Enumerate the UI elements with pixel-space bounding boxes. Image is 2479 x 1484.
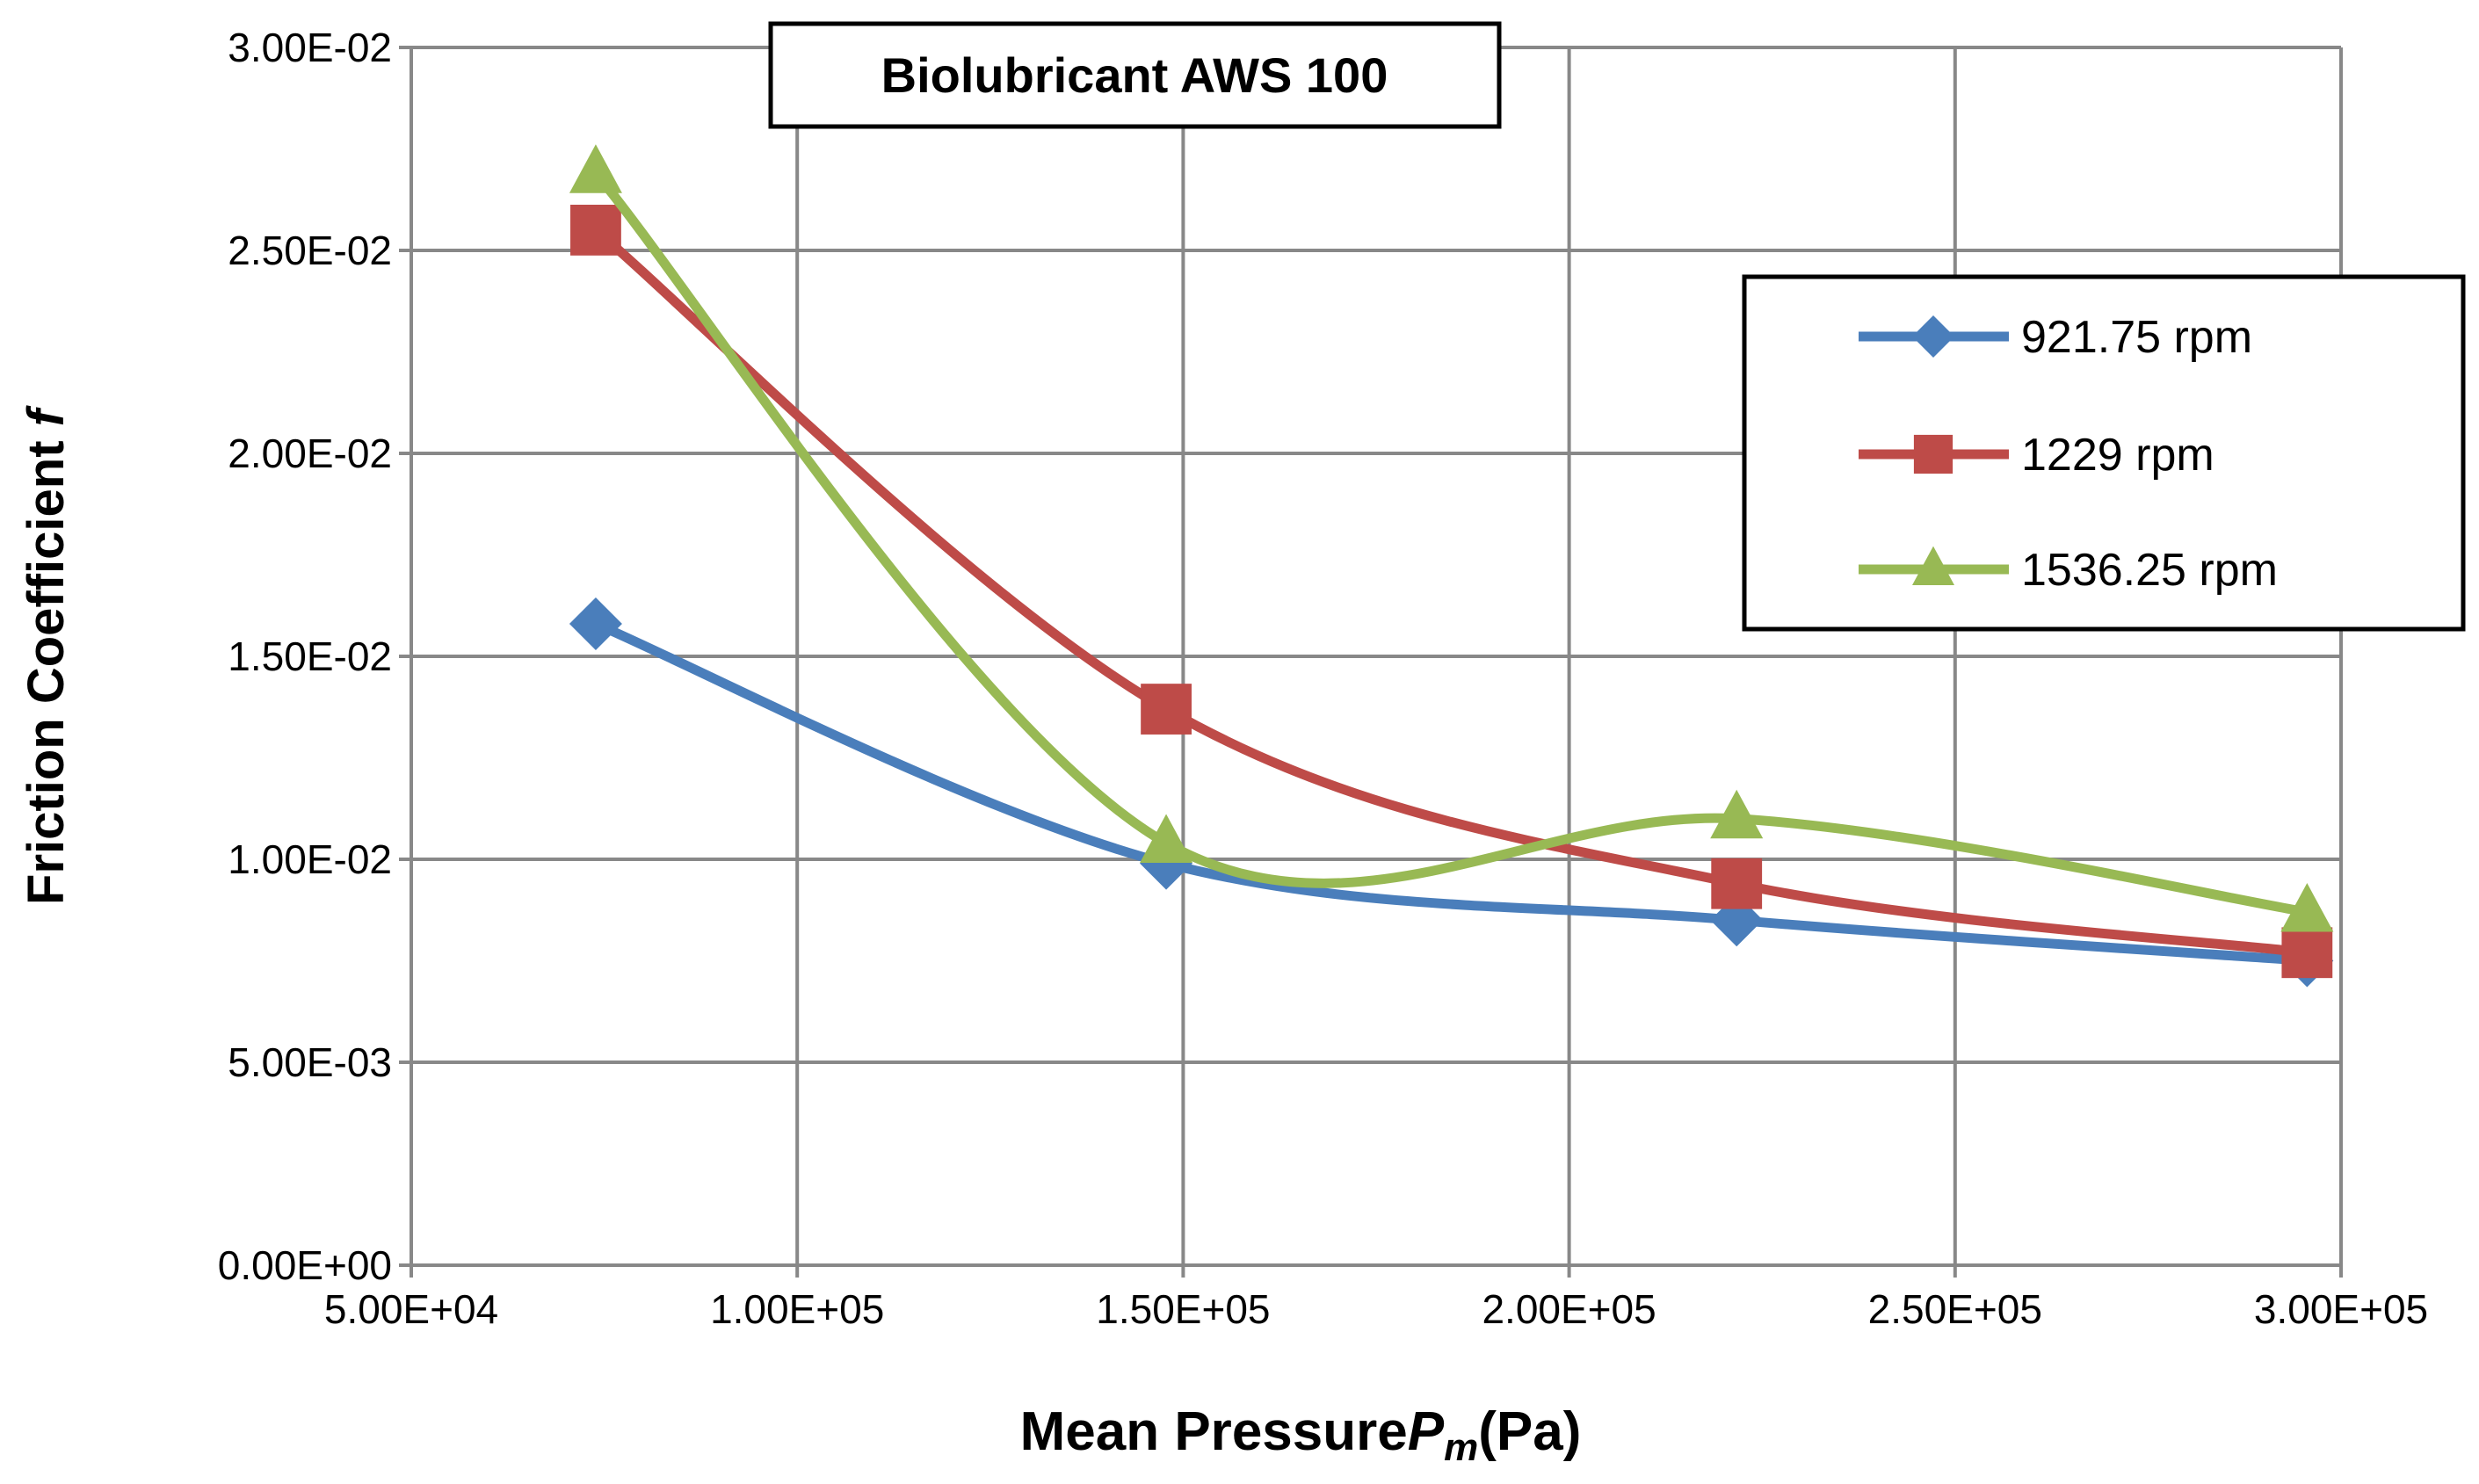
- marker-square: [1711, 858, 1763, 909]
- y-axis-ticks: 0.00E+00 5.00E-03 1.00E-02 1.50E-02 2.00E-02…: [218, 25, 411, 1288]
- marker-triangle: [1912, 546, 1954, 585]
- y-axis-label: Friction Coefficient f: [18, 404, 75, 905]
- legend-label: 1536.25 rpm: [2021, 545, 2278, 596]
- series-line: [592, 226, 2309, 958]
- grid: [410, 46, 2343, 1267]
- series-lines: [569, 144, 2334, 988]
- x-tick-label: 1.50E+05: [1096, 1286, 1270, 1332]
- legend: 921.75 rpm 1229 rpm 1536.25 rpm: [1742, 274, 2466, 632]
- marker-square: [2281, 927, 2333, 979]
- y-tick-label: 1.00E-02: [228, 836, 392, 882]
- series-line: [593, 619, 2308, 966]
- x-tick-label: 3.00E+05: [2254, 1286, 2428, 1332]
- x-tick-label: 2.00E+05: [1482, 1286, 1656, 1332]
- y-tick-label: 2.50E-02: [228, 228, 392, 273]
- legend-label: 1229 rpm: [2021, 430, 2214, 481]
- x-tick-label: 1.00E+05: [710, 1286, 884, 1332]
- y-tick-label: 1.50E-02: [228, 633, 392, 679]
- x-axis-label: Mean PressurePm(Pa): [1020, 1401, 1582, 1469]
- legend-entry: 921.75 rpm: [1859, 312, 2252, 363]
- y-tick-label: 5.00E-03: [228, 1039, 392, 1085]
- marker-triangle: [569, 144, 622, 193]
- legend-entry: 1536.25 rpm: [1859, 545, 2278, 596]
- series-line: [591, 170, 2309, 917]
- x-axis-ticks: 5.00E+04 1.00E+05 1.50E+05 2.00E+05 2.50E+05…: [324, 1265, 2428, 1332]
- legend-label: 921.75 rpm: [2021, 312, 2252, 363]
- marker-triangle: [1140, 814, 1193, 864]
- x-tick-label: 2.50E+05: [1868, 1286, 2042, 1332]
- marker-triangle: [1710, 789, 1764, 839]
- series-1229-rpm: [570, 205, 2333, 979]
- marker-square: [1141, 684, 1192, 735]
- y-tick-label: 3.00E-02: [228, 25, 392, 70]
- x-tick-label: 5.00E+04: [324, 1286, 498, 1332]
- marker-square: [570, 205, 621, 256]
- chart-title: Biolubricant AWS 100: [881, 47, 1388, 103]
- marker-triangle: [2280, 883, 2334, 932]
- legend-entry: 1229 rpm: [1859, 430, 2214, 481]
- marker-diamond: [1912, 315, 1954, 358]
- marker-diamond: [569, 597, 622, 651]
- y-tick-label: 0.00E+00: [218, 1242, 392, 1288]
- marker-square: [1913, 434, 1953, 474]
- series-1536-25-rpm: [569, 144, 2334, 932]
- y-tick-label: 2.00E-02: [228, 431, 392, 476]
- chart-title-box: Biolubricant AWS 100: [768, 21, 1502, 129]
